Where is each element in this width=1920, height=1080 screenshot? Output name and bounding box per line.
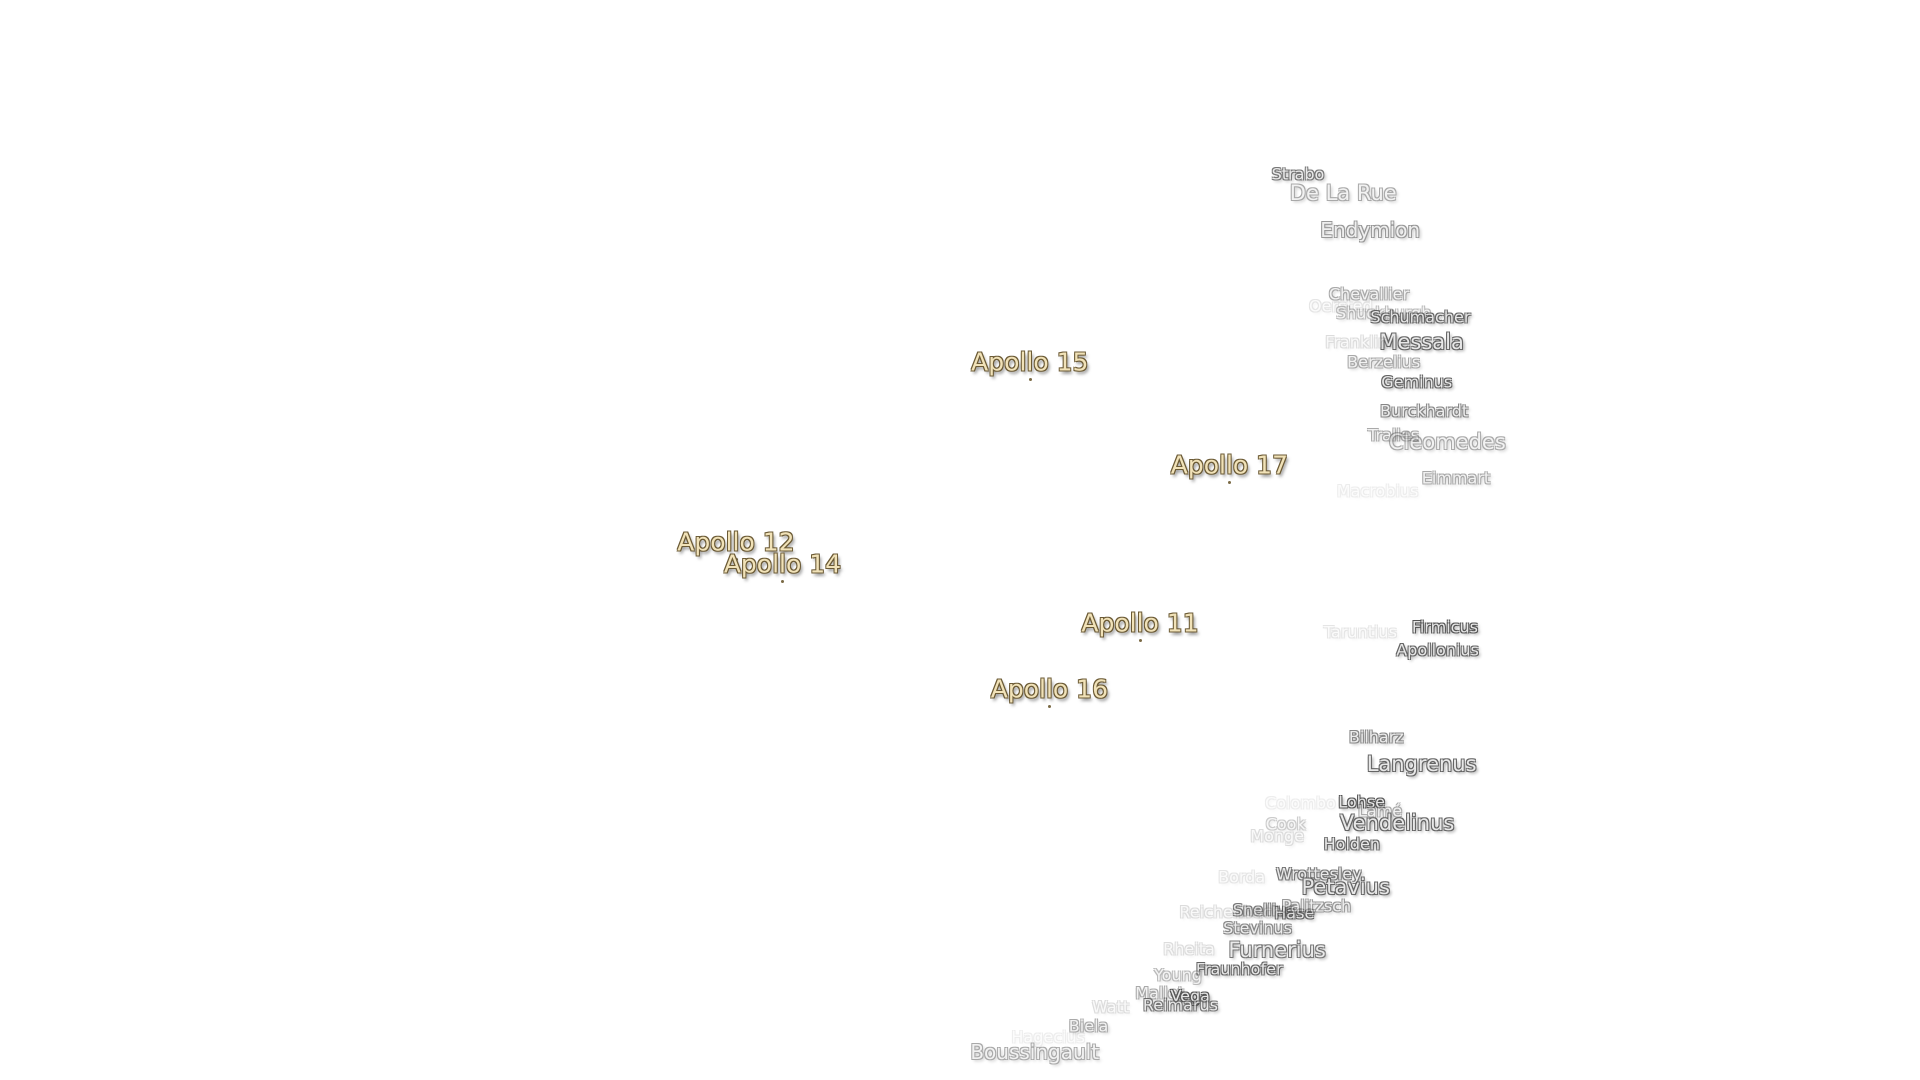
crater-label: Shuckburgh — [1335, 303, 1432, 323]
crater-label: Colombo — [1265, 793, 1336, 813]
crater-label: Tralles — [1368, 425, 1419, 445]
crater-label: Chevallier — [1328, 284, 1410, 304]
crater-label: Rheita — [1163, 939, 1215, 959]
crater-label: Fraunhofer — [1195, 959, 1283, 979]
apollo-site-label: Apollo 11 — [1081, 608, 1199, 638]
crater-label: Wrottesley — [1275, 864, 1362, 884]
apollo-site-label: Apollo 15 — [971, 347, 1089, 377]
apollo-site-label: Apollo 12 — [677, 527, 795, 557]
crater-label: Vendelinus — [1339, 810, 1455, 835]
crater-label: Bilharz — [1348, 727, 1404, 747]
site-marker — [1228, 481, 1232, 485]
site-marker — [1048, 705, 1052, 709]
apollo-site-label: Apollo 17 — [1170, 450, 1288, 480]
site-marker — [781, 580, 785, 584]
crater-label: Franklin — [1325, 332, 1389, 352]
crater-label: Cook — [1265, 814, 1306, 834]
crater-label: Boussingault — [970, 1039, 1100, 1064]
crater-label: Taruntius — [1323, 622, 1397, 642]
crater-label: Lohse — [1338, 792, 1385, 812]
crater-label: Snellius — [1232, 900, 1295, 920]
crater-label: Hagecius — [1011, 1027, 1085, 1047]
crater-label: Palitzsch — [1281, 896, 1352, 916]
crater-label: Holden — [1323, 834, 1381, 854]
site-marker — [1028, 378, 1032, 382]
crater-label: Mallet — [1135, 983, 1184, 1003]
crater-label: Apollonius — [1396, 640, 1479, 660]
crater-label: Macrobius — [1336, 481, 1419, 501]
crater-label: Petavius — [1301, 874, 1390, 899]
crater-label: Furnerius — [1228, 938, 1326, 963]
crater-label: Biela — [1068, 1016, 1109, 1036]
crater-label: Messala — [1379, 329, 1464, 354]
crater-label: Strabo — [1271, 164, 1325, 184]
crater-label: Hase — [1274, 903, 1315, 923]
crater-label: Stevinus — [1223, 918, 1292, 938]
crater-label: Cleomedes — [1388, 430, 1506, 455]
crater-label: Schumacher — [1370, 307, 1471, 327]
crater-label: De La Rue — [1289, 181, 1397, 206]
apollo-site-label: Apollo 16 — [990, 674, 1108, 704]
crater-label: Endymion — [1320, 218, 1421, 243]
crater-label: Borda — [1218, 867, 1266, 887]
crater-label: Young — [1154, 965, 1202, 985]
crater-label: Reichenbach — [1179, 902, 1282, 922]
crater-label: Oersted — [1309, 296, 1373, 316]
crater-label: Firmicus — [1411, 617, 1478, 637]
apollo-site-label: Apollo 14 — [723, 549, 842, 579]
crater-label: Eimmart — [1421, 468, 1491, 488]
site-marker — [1139, 639, 1142, 643]
crater-label: Burckhardt — [1380, 401, 1469, 421]
crater-label: Reimarus — [1142, 995, 1218, 1015]
crater-label: Berzelius — [1347, 352, 1421, 372]
crater-label: Monge — [1250, 826, 1305, 846]
site-marker — [734, 558, 738, 562]
crater-label: Vega — [1170, 986, 1210, 1005]
crater-label: Langrenus — [1366, 752, 1477, 777]
crater-label: Watt — [1092, 997, 1130, 1017]
crater-label: Lamé — [1357, 801, 1403, 821]
crater-label: Geminus — [1381, 372, 1453, 392]
